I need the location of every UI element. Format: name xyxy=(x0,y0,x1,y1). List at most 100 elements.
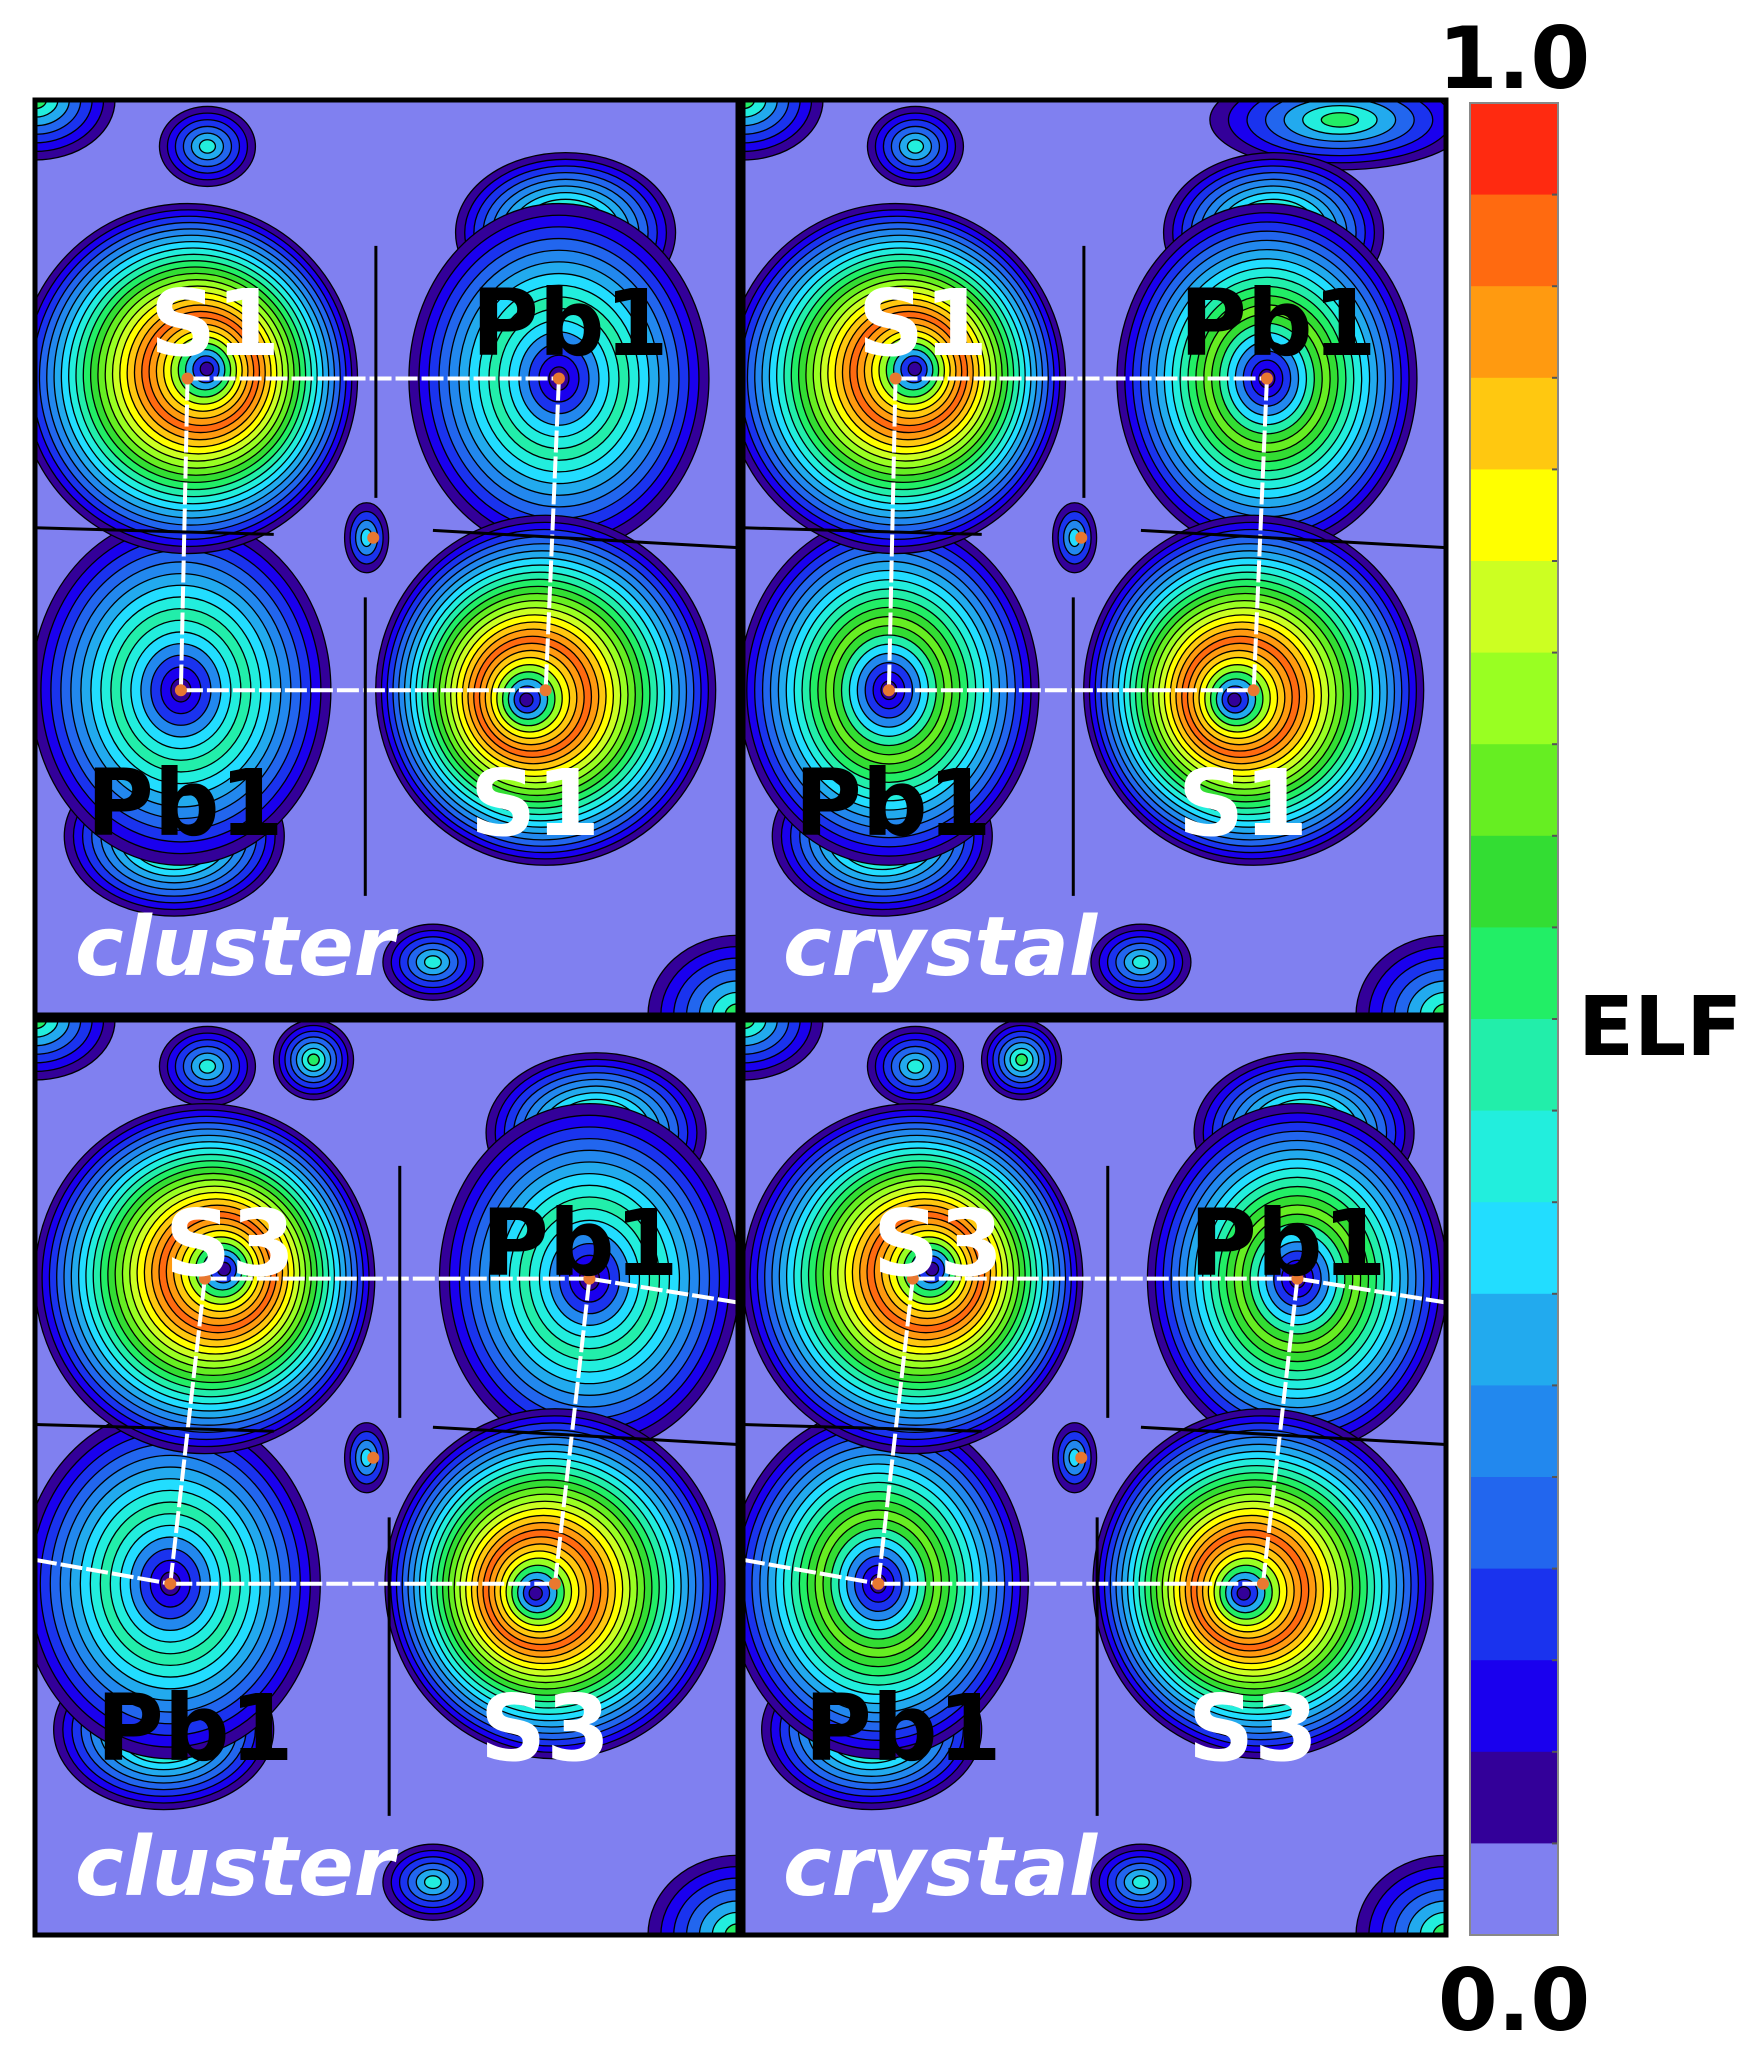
elf-small-basin xyxy=(198,1059,217,1074)
critical-point xyxy=(906,1272,919,1285)
elf-corner-basin xyxy=(724,1003,738,1015)
critical-point xyxy=(1247,684,1260,697)
critical-point xyxy=(367,1451,380,1464)
panel-bottom-left: S3 Pb1 Pb1 S3 cluster xyxy=(35,1020,738,1935)
zero-flux-boundary xyxy=(35,1423,274,1433)
zero-flux-boundary xyxy=(1140,1425,1446,1446)
critical-point xyxy=(174,684,187,697)
critical-point xyxy=(1075,531,1088,544)
elf-colorbar xyxy=(1470,103,1558,1936)
atom-label-pb-top: Pb1 xyxy=(471,270,668,377)
critical-point xyxy=(882,684,895,697)
elf-s-basin xyxy=(1236,1585,1251,1601)
colorbar-step xyxy=(1470,927,1558,1020)
atom-label-pb-top: Pb1 xyxy=(1189,1190,1386,1297)
colorbar-step xyxy=(1470,835,1558,928)
elf-small-basin xyxy=(906,1059,925,1074)
atom-label-pb-bottom: Pb1 xyxy=(86,750,283,857)
colorbar-step xyxy=(1470,1477,1558,1570)
elf-s-basin xyxy=(528,1585,543,1601)
elf-small-basin xyxy=(1131,1875,1150,1890)
critical-point xyxy=(181,372,194,385)
elf-s-basin xyxy=(1227,692,1242,708)
colorbar-step xyxy=(1470,1110,1558,1203)
colorbar-step xyxy=(1470,194,1558,287)
bond-path xyxy=(1260,1278,1300,1584)
elf-small-basin xyxy=(423,955,442,970)
panel-frame xyxy=(32,97,741,1018)
critical-point xyxy=(1075,1451,1088,1464)
elf-corner-basin xyxy=(724,1923,738,1935)
panel-bottom-right: S3 Pb1 Pb1 S3 crystal xyxy=(743,1020,1446,1935)
bond-path xyxy=(168,1278,207,1584)
bond-path xyxy=(876,1278,915,1584)
colorbar-max-label: 1.0 xyxy=(1438,9,1590,109)
atom-label-s-bottom: S1 xyxy=(470,750,600,857)
critical-point xyxy=(164,1577,177,1590)
bond-paths xyxy=(743,1165,1446,1816)
critical-point xyxy=(1291,1272,1304,1285)
elf-small-basin xyxy=(1131,955,1150,970)
critical-point xyxy=(548,1577,561,1590)
panel-top-left: S1 Pb1 Pb1 S1 cluster xyxy=(35,100,738,1015)
zero-flux-boundary xyxy=(1140,528,1446,550)
bond-path xyxy=(743,1557,879,1586)
zero-flux-boundary xyxy=(35,526,274,536)
critical-point xyxy=(889,372,902,385)
zero-flux-boundary xyxy=(432,528,738,550)
elf-s-basin xyxy=(199,361,214,377)
atom-label-s-top: S1 xyxy=(858,270,988,377)
colorbar-title: ELF xyxy=(1578,980,1742,1075)
colorbar-step xyxy=(1470,1019,1558,1112)
colorbar-frame xyxy=(1469,102,1559,1936)
critical-point xyxy=(552,372,565,385)
panel-frame xyxy=(740,97,1449,1018)
bond-path xyxy=(1297,1276,1446,1305)
colorbar-step xyxy=(1470,1568,1558,1661)
zero-flux-boundary xyxy=(743,1423,982,1433)
bond-paths xyxy=(35,245,738,896)
colorbar-step xyxy=(1470,469,1558,562)
atom-label-s-top: S3 xyxy=(165,1190,295,1297)
elf-small-basin xyxy=(1320,112,1360,128)
critical-point xyxy=(198,1272,211,1285)
elf-s-basin xyxy=(519,692,534,708)
critical-point xyxy=(367,531,380,544)
bond-paths xyxy=(35,1165,738,1816)
panel-condition-label: crystal xyxy=(783,900,1099,995)
colorbar-step xyxy=(1470,286,1558,379)
elf-small-basin xyxy=(1015,1053,1028,1067)
panel-top-right: S1 Pb1 Pb1 S1 crystal xyxy=(743,100,1446,1015)
colorbar-min-label: 0.0 xyxy=(1438,1951,1590,2051)
panel-condition-label: cluster xyxy=(75,1820,399,1915)
atom-label-s-top: S1 xyxy=(150,270,280,377)
colorbar-step xyxy=(1470,1843,1558,1936)
panel-frame xyxy=(32,1017,741,1938)
bond-path xyxy=(589,1276,738,1305)
critical-point xyxy=(1256,1577,1269,1590)
bond-path xyxy=(552,1278,592,1584)
critical-point xyxy=(1260,372,1273,385)
elf-s-basin xyxy=(216,1261,232,1277)
colorbar-step xyxy=(1470,103,1558,196)
panel-frame xyxy=(740,1017,1449,1938)
atom-label-s-top: S3 xyxy=(873,1190,1003,1297)
colorbar-step xyxy=(1470,1385,1558,1478)
critical-point xyxy=(539,684,552,697)
atom-label-s-bottom: S1 xyxy=(1178,750,1308,857)
colorbar-step xyxy=(1470,1660,1558,1753)
colorbar-step xyxy=(1470,1293,1558,1386)
colorbar-step xyxy=(1470,744,1558,837)
zero-flux-boundary xyxy=(432,1425,738,1446)
elf-small-basin xyxy=(423,1875,442,1890)
colorbar-step xyxy=(1470,377,1558,470)
panel-condition-label: cluster xyxy=(75,900,399,995)
elf-contours xyxy=(35,100,738,1015)
colorbar-step xyxy=(1470,652,1558,745)
panel-condition-label: crystal xyxy=(783,1820,1099,1915)
bond-paths xyxy=(743,245,1446,896)
elf-small-basin xyxy=(307,1053,320,1067)
atom-label-s-bottom: S3 xyxy=(480,1675,610,1782)
elf-s-basin xyxy=(924,1261,940,1277)
critical-point xyxy=(872,1577,885,1590)
